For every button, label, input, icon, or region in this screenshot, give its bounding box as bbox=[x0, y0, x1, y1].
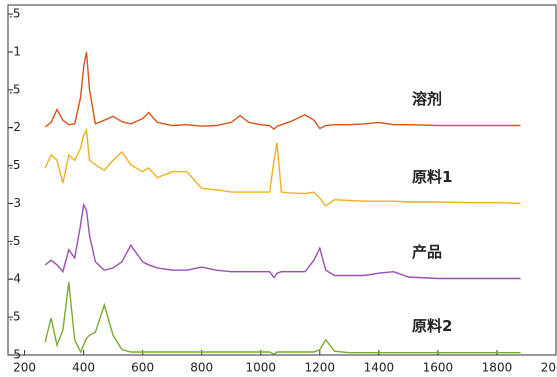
x-tick-label: 1000 bbox=[245, 361, 276, 375]
series-line bbox=[44, 282, 521, 356]
series-label: 原料1 bbox=[412, 168, 452, 186]
x-tick-label: 1600 bbox=[423, 361, 454, 375]
y-tick-label: -4 bbox=[9, 272, 21, 286]
x-tick-label: 400 bbox=[72, 361, 95, 375]
y-tick-label: .5 bbox=[9, 234, 20, 248]
y-tick-label: -2 bbox=[9, 120, 21, 134]
series-line bbox=[44, 127, 521, 207]
y-tick-label: .5 bbox=[9, 7, 20, 21]
y-tick-label: -1 bbox=[9, 44, 21, 58]
series-label: 产品 bbox=[412, 243, 442, 261]
x-tick-label: 600 bbox=[131, 361, 154, 375]
x-tick-label: 2000 bbox=[541, 361, 557, 375]
series-line bbox=[44, 51, 521, 131]
y-tick-label: .5 bbox=[9, 310, 20, 324]
x-tick-label: 800 bbox=[190, 361, 213, 375]
y-tick-label: .5 bbox=[9, 158, 20, 172]
x-tick-label: 1800 bbox=[482, 361, 513, 375]
y-tick-label: -3 bbox=[9, 196, 21, 210]
plot-frame bbox=[7, 4, 557, 356]
y-tick-label: .5 bbox=[9, 82, 20, 96]
y-tick-label: -5 bbox=[9, 348, 21, 362]
x-tick-label: 1200 bbox=[305, 361, 336, 375]
x-tick-label: 200 bbox=[13, 361, 36, 375]
series-line bbox=[44, 202, 521, 280]
series-label: 原料2 bbox=[412, 317, 452, 335]
series-label: 溶剂 bbox=[412, 90, 442, 108]
x-tick-label: 1400 bbox=[364, 361, 395, 375]
